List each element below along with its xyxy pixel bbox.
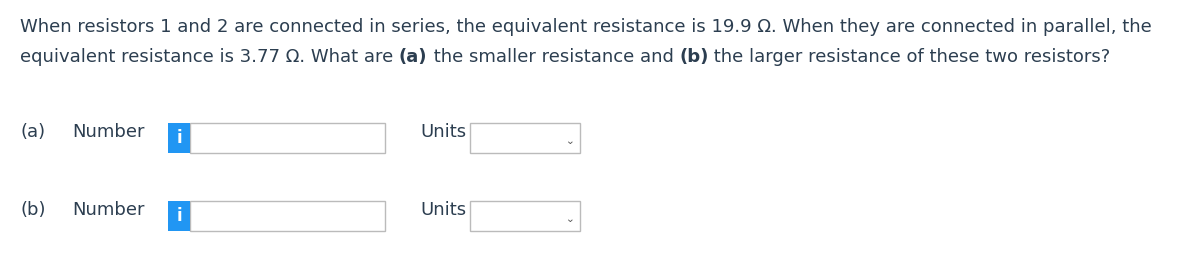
FancyBboxPatch shape: [470, 201, 580, 231]
Text: the larger resistance of these two resistors?: the larger resistance of these two resis…: [709, 48, 1111, 66]
Text: ⌃: ⌃: [561, 133, 570, 143]
FancyBboxPatch shape: [168, 201, 190, 231]
Text: (b): (b): [20, 201, 46, 219]
Text: i: i: [176, 129, 182, 147]
FancyBboxPatch shape: [190, 123, 385, 153]
Text: the smaller resistance and: the smaller resistance and: [428, 48, 679, 66]
Text: Number: Number: [72, 123, 144, 141]
Text: (a): (a): [399, 48, 428, 66]
FancyBboxPatch shape: [190, 201, 385, 231]
Text: ⌃: ⌃: [561, 211, 570, 221]
Text: Number: Number: [72, 201, 144, 219]
Text: (b): (b): [679, 48, 709, 66]
Text: When resistors 1 and 2 are connected in series, the equivalent resistance is 19.: When resistors 1 and 2 are connected in …: [20, 18, 1151, 36]
Text: equivalent resistance is 3.77 Ω. What are: equivalent resistance is 3.77 Ω. What ar…: [20, 48, 399, 66]
Text: Units: Units: [420, 123, 466, 141]
FancyBboxPatch shape: [168, 123, 190, 153]
FancyBboxPatch shape: [470, 123, 580, 153]
Text: i: i: [176, 207, 182, 225]
Text: Units: Units: [420, 201, 466, 219]
Text: (a): (a): [20, 123, 45, 141]
